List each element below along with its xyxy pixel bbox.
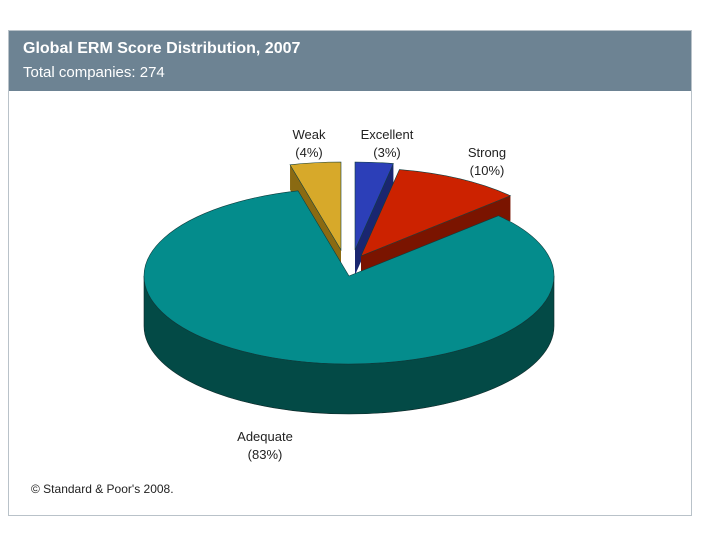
pie-slice-weak	[289, 161, 342, 252]
chart-frame: Global ERM Score Distribution, 2007 Tota…	[8, 30, 692, 516]
slice-value-adequate: (83%)	[248, 447, 283, 462]
slice-label-strong: Strong	[468, 145, 506, 160]
pie-slice-adequate	[143, 190, 555, 365]
chart-subtitle: Total companies: 274	[23, 64, 165, 81]
pie-chart: Excellent (3%) Strong (10%) Adequate (83%) Wea…	[143, 127, 555, 462]
pie-slice-excellent	[354, 161, 394, 251]
pie-slice-wall-excellent-1	[355, 163, 394, 275]
chart-header: Global ERM Score Distribution, 2007 Tota…	[9, 31, 691, 91]
chart-title: Global ERM Score Distribution, 2007	[23, 40, 301, 57]
slice-label-weak: Weak	[293, 127, 326, 142]
slice-value-excellent: (3%)	[373, 145, 400, 160]
pie-tops	[143, 161, 555, 365]
slice-label-excellent: Excellent	[361, 127, 414, 142]
slice-value-strong: (10%)	[470, 163, 505, 178]
copyright-note: © Standard & Poor's 2008.	[31, 482, 174, 496]
slice-label-adequate: Adequate	[237, 429, 293, 444]
slice-value-weak: (4%)	[295, 145, 322, 160]
pie-slice-strong	[360, 169, 512, 257]
